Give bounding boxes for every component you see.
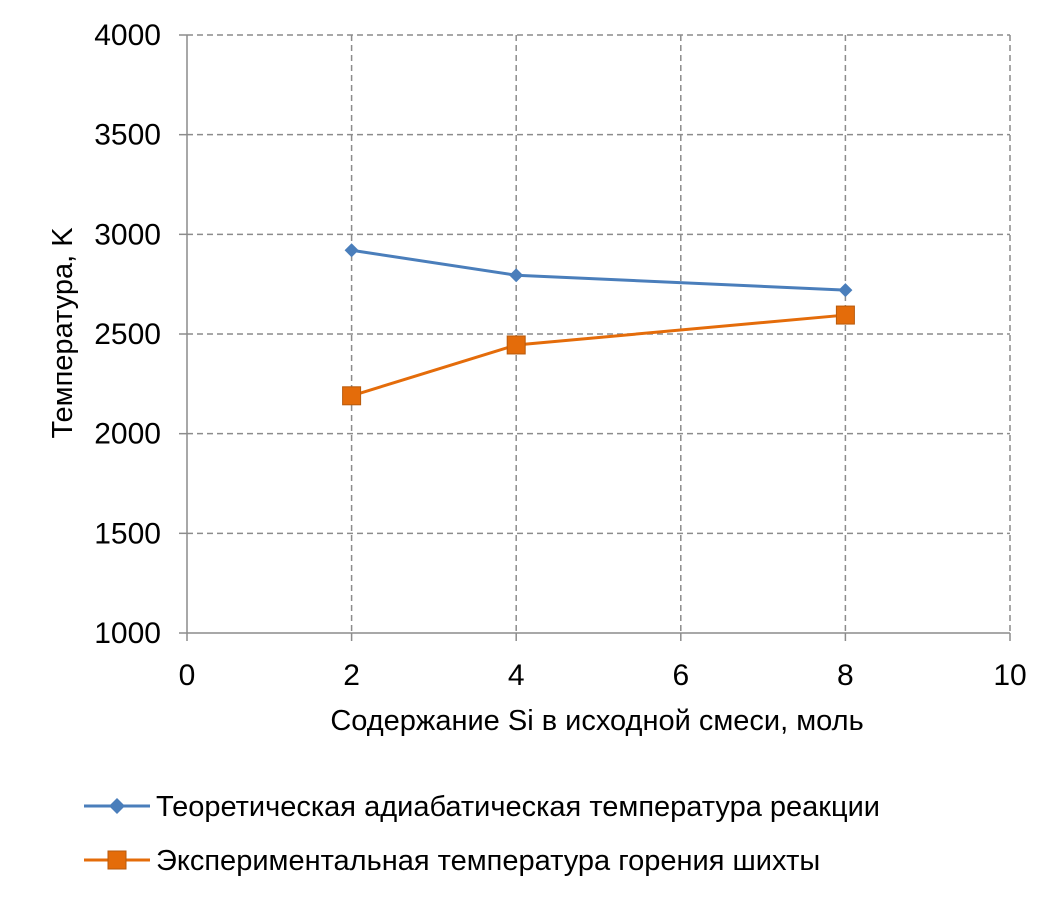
- y-tick-label: 1500: [94, 517, 161, 550]
- legend-marker-square-icon: [107, 850, 127, 870]
- legend: Теоретическая адиабатическая температура…: [84, 791, 880, 877]
- legend-label-theoretical: Теоретическая адиабатическая температура…: [156, 791, 880, 823]
- legend-marker-diamond-icon: [109, 798, 125, 814]
- y-tick-label: 2000: [94, 418, 161, 451]
- series-line-theoretical: [351, 248, 846, 292]
- data-point-diamond: [838, 283, 853, 298]
- y-tick-label: 2500: [94, 318, 161, 351]
- x-tick-label: 0: [179, 659, 196, 692]
- series-line-experimental: [351, 313, 846, 398]
- y-tick-label: 1000: [94, 617, 161, 650]
- legend-item-theoretical: Теоретическая адиабатическая температура…: [84, 791, 880, 823]
- y-tick-label: 4000: [94, 19, 161, 52]
- x-tick-label: 4: [508, 659, 525, 692]
- legend-item-experimental: Экспериментальная температура горения ши…: [84, 845, 820, 877]
- data-point-diamond: [509, 268, 524, 283]
- y-tick-label: 3500: [94, 119, 161, 152]
- x-tick-label: 2: [343, 659, 360, 692]
- data-point-square: [835, 305, 855, 325]
- x-axis-title: Содержание Si в исходной смеси, моль: [330, 705, 863, 737]
- x-tick-labels: 0 2 4 6 8 10: [179, 659, 1027, 692]
- y-axis-title: Температура, K: [47, 227, 79, 439]
- y-tick-label: 3000: [94, 218, 161, 251]
- data-point-square: [506, 335, 526, 355]
- x-tick-label: 6: [672, 659, 689, 692]
- series: [342, 243, 855, 406]
- y-tick-labels: 1000 1500 2000 2500 3000 3500 4000: [94, 19, 161, 650]
- legend-label-experimental: Экспериментальная температура горения ши…: [156, 845, 820, 877]
- data-point-square: [342, 386, 362, 406]
- data-point-diamond: [344, 243, 359, 258]
- axes: [179, 34, 1011, 641]
- grid: [187, 34, 1011, 633]
- x-tick-label: 8: [837, 659, 854, 692]
- x-tick-label: 10: [993, 659, 1026, 692]
